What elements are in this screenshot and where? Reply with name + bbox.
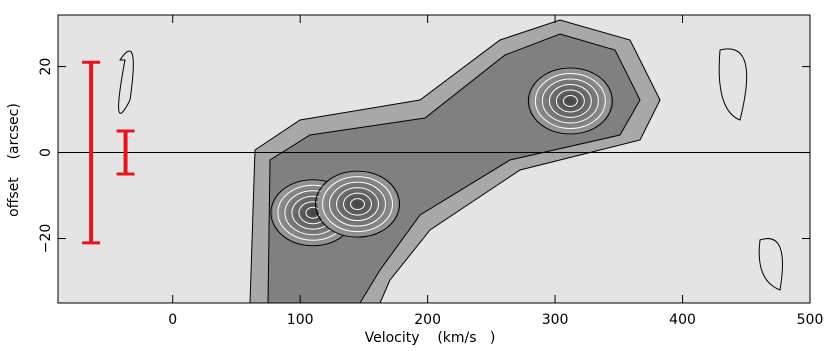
peak-contour [322, 176, 394, 233]
x-tick-label: 500 [797, 312, 824, 328]
peak-contour [541, 78, 599, 124]
peak-contour [548, 83, 592, 118]
x-axis-label: Velocity (km/s ) [365, 330, 496, 346]
x-tick-label: 100 [287, 312, 314, 328]
peak-contour [350, 198, 366, 211]
peak-contour [555, 89, 585, 113]
y-axis-label: offset (arcsec) [6, 103, 22, 217]
x-tick-label: 400 [669, 312, 696, 328]
y-tick-label: 20 [38, 58, 54, 76]
peak-contour [534, 72, 606, 129]
plot-frame [57, 14, 811, 304]
peak-core [317, 170, 398, 239]
peak-contour [336, 187, 380, 222]
peak-contour [315, 170, 401, 238]
y-tick-label: 0 [38, 148, 54, 157]
peak-contour [562, 94, 578, 107]
marks [58, 66, 810, 247]
y-tick-label: −20 [38, 224, 54, 254]
noise-contour [118, 48, 783, 291]
peak-contour [527, 67, 613, 135]
x-tick-label: 0 [168, 312, 177, 328]
peak-core [530, 66, 611, 135]
peak-contour [329, 181, 387, 227]
x-tick-label: 300 [542, 312, 569, 328]
peak-contour [343, 192, 373, 216]
x-tick-label: 200 [414, 312, 441, 328]
